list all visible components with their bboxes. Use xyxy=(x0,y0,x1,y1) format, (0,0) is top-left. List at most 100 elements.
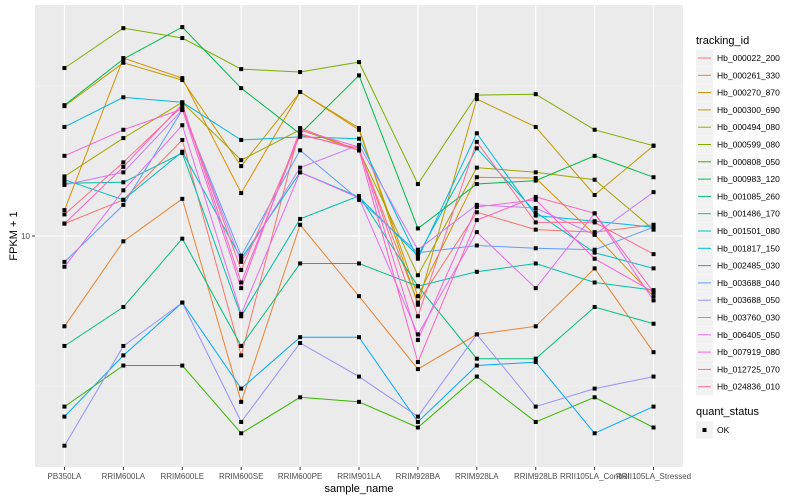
legend-label: Hb_000808_050 xyxy=(717,157,780,167)
data-point-Hb_000808_050 xyxy=(533,419,538,424)
data-point-Hb_003688_050 xyxy=(592,386,597,391)
data-point-Hb_000808_050 xyxy=(180,363,185,368)
data-point-Hb_000022_200 xyxy=(651,222,656,227)
data-point-Hb_002485_030 xyxy=(357,335,361,340)
data-point-Hb_000808_050 xyxy=(357,399,361,404)
data-point-Hb_000261_330 xyxy=(298,222,303,227)
x-tick-label: RRIM600LA xyxy=(102,472,146,481)
data-point-Hb_000808_050 xyxy=(651,425,656,430)
legend-label: Hb_003688_040 xyxy=(717,278,780,288)
data-point-Hb_003760_030 xyxy=(474,202,479,207)
data-point-Hb_003688_040 xyxy=(533,246,538,251)
data-point-Hb_001085_260 xyxy=(180,236,185,241)
data-point-Hb_001486_170 xyxy=(298,216,303,221)
data-point-Hb_001817_150 xyxy=(533,213,538,218)
data-point-Hb_002485_030 xyxy=(474,363,479,368)
data-point-Hb_000983_120 xyxy=(415,226,420,231)
legend-label: Hb_002485_030 xyxy=(717,261,780,271)
data-point-Hb_001085_260 xyxy=(298,261,303,266)
data-point-Hb_000494_080 xyxy=(62,174,67,179)
data-point-Hb_003760_030 xyxy=(298,165,303,170)
data-point-Hb_000022_200 xyxy=(239,353,244,358)
data-point-Hb_000300_690 xyxy=(298,89,303,94)
data-point-Hb_007919_080 xyxy=(180,107,185,112)
data-point-Hb_001085_260 xyxy=(62,343,67,348)
data-point-Hb_000599_080 xyxy=(298,70,303,75)
data-point-Hb_000270_870 xyxy=(415,294,420,299)
legend-label: Hb_000300_690 xyxy=(717,105,780,115)
data-point-Hb_001486_170 xyxy=(121,180,126,185)
data-point-Hb_000983_120 xyxy=(474,182,479,187)
data-point-Hb_012725_070 xyxy=(592,211,597,216)
data-point-Hb_000261_330 xyxy=(239,399,244,404)
legend-square-icon xyxy=(702,428,707,432)
data-point-Hb_006405_050 xyxy=(357,195,361,200)
data-point-Hb_001501_080 xyxy=(651,266,656,271)
data-point-Hb_000808_050 xyxy=(62,404,67,409)
data-point-Hb_000808_050 xyxy=(239,431,244,436)
data-point-Hb_024836_010 xyxy=(651,252,656,257)
data-point-Hb_007919_080 xyxy=(592,256,597,261)
legend-label: Hb_000983_120 xyxy=(717,174,780,184)
data-point-Hb_003760_030 xyxy=(651,190,656,195)
x-tick-label: RRII105LA_Control xyxy=(560,472,630,481)
data-point-Hb_000599_080 xyxy=(533,92,538,97)
data-point-Hb_000494_080 xyxy=(592,177,597,182)
data-point-Hb_001085_260 xyxy=(121,304,126,309)
data-point-Hb_001501_080 xyxy=(62,177,67,182)
data-point-Hb_000983_120 xyxy=(121,57,126,62)
data-point-Hb_001486_170 xyxy=(592,280,597,285)
data-point-Hb_003688_050 xyxy=(533,404,538,409)
data-point-Hb_003688_050 xyxy=(239,419,244,424)
legend-label: Hb_001817_150 xyxy=(717,243,780,253)
x-tick-label: PB350LA xyxy=(48,472,82,481)
data-point-Hb_000983_120 xyxy=(180,25,185,30)
data-point-Hb_024836_010 xyxy=(415,314,420,319)
data-point-Hb_001501_080 xyxy=(592,250,597,255)
data-point-Hb_006405_050 xyxy=(415,332,420,337)
data-point-Hb_003688_050 xyxy=(180,300,185,305)
data-point-Hb_003688_050 xyxy=(651,374,656,379)
data-point-Hb_000261_330 xyxy=(533,324,538,329)
legend-label: Hb_003760_030 xyxy=(717,313,780,323)
x-tick-label: RRIM928LA xyxy=(455,472,499,481)
data-point-Hb_000808_050 xyxy=(298,395,303,400)
data-point-Hb_002485_030 xyxy=(239,386,244,391)
data-point-Hb_007919_080 xyxy=(415,338,420,343)
data-point-Hb_002485_030 xyxy=(533,360,538,365)
x-tick-label: RRIM600PE xyxy=(278,472,322,481)
data-point-Hb_000599_080 xyxy=(474,93,479,98)
legend-title-tracking-id: tracking_id xyxy=(696,35,749,47)
data-point-Hb_003688_040 xyxy=(121,202,126,207)
data-point-Hb_000261_330 xyxy=(357,294,361,299)
data-point-Hb_001817_150 xyxy=(357,136,361,141)
data-point-Hb_024836_010 xyxy=(357,146,361,151)
legend-label: Hb_000022_200 xyxy=(717,53,780,63)
data-point-Hb_012725_070 xyxy=(62,221,67,226)
data-point-Hb_000808_050 xyxy=(474,374,479,379)
data-point-Hb_000494_080 xyxy=(415,273,420,278)
data-point-Hb_001501_080 xyxy=(121,197,126,202)
data-point-Hb_001085_260 xyxy=(592,304,597,309)
data-point-Hb_000261_330 xyxy=(180,196,185,201)
y-tick-label: 10 xyxy=(21,232,30,241)
data-point-Hb_007919_080 xyxy=(474,204,479,209)
data-point-Hb_000261_330 xyxy=(121,239,126,244)
data-point-Hb_003688_040 xyxy=(651,225,656,230)
legend-label: Hb_012725_070 xyxy=(717,364,780,374)
data-point-Hb_000261_330 xyxy=(62,324,67,329)
legend-label: Hb_001501_080 xyxy=(717,226,780,236)
data-point-Hb_000261_330 xyxy=(651,350,656,355)
data-point-Hb_003688_040 xyxy=(298,148,303,153)
data-point-Hb_002485_030 xyxy=(62,414,67,419)
data-point-Hb_001501_080 xyxy=(415,253,420,258)
data-point-Hb_006405_050 xyxy=(239,311,244,316)
data-point-Hb_024836_010 xyxy=(180,104,185,109)
data-point-Hb_000599_080 xyxy=(239,67,244,72)
data-point-Hb_002485_030 xyxy=(415,419,420,424)
data-point-Hb_003688_050 xyxy=(121,343,126,348)
data-point-Hb_003760_030 xyxy=(533,205,538,210)
series-points xyxy=(62,25,656,448)
data-point-Hb_006405_050 xyxy=(474,230,479,235)
data-point-Hb_012725_070 xyxy=(415,360,420,365)
